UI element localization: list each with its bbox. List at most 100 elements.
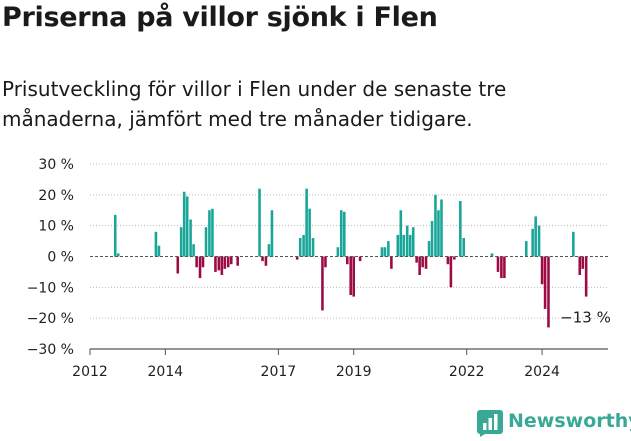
- bar: [201, 256, 205, 268]
- bar: [537, 225, 541, 257]
- bar: [462, 238, 466, 257]
- bar: [534, 216, 537, 257]
- bar: [387, 241, 390, 257]
- bar: [390, 256, 393, 269]
- bar: [540, 256, 544, 285]
- bar: [195, 256, 198, 268]
- bar: [211, 208, 214, 257]
- bar: [214, 256, 217, 272]
- bar: [157, 245, 161, 257]
- bar: [402, 234, 406, 257]
- axes: [89, 256, 608, 355]
- bar: [308, 208, 311, 257]
- bar: [229, 256, 233, 265]
- bar: [572, 231, 575, 257]
- bar: [236, 256, 239, 266]
- bar: [405, 225, 409, 257]
- chart-title: Priserna på villor sjönk i Flen: [2, 2, 438, 33]
- bar: [267, 244, 271, 257]
- bar: [311, 238, 315, 257]
- bar: [383, 247, 387, 257]
- bar: [270, 210, 274, 257]
- bar: [192, 244, 195, 257]
- bar: [208, 210, 211, 257]
- bar: [449, 256, 453, 288]
- bar: [434, 194, 437, 257]
- x-tick-label: 2019: [336, 364, 372, 380]
- bar: [581, 256, 585, 269]
- bar: [321, 256, 324, 311]
- bar-chart-logo-icon: [477, 410, 503, 437]
- bar: [352, 256, 355, 297]
- bar: [399, 210, 403, 257]
- bar: [490, 253, 494, 257]
- bar: [336, 247, 340, 257]
- x-tick-label: 2012: [72, 364, 108, 380]
- bar: [496, 256, 500, 272]
- bar: [380, 247, 384, 257]
- bar: [418, 256, 421, 275]
- bar: [584, 256, 588, 297]
- chart-subtitle: Prisutveckling för villor i Flen under d…: [2, 77, 507, 131]
- bar: [217, 256, 221, 271]
- bar: [427, 241, 431, 257]
- bars: [113, 188, 588, 328]
- bar: [440, 199, 443, 257]
- bar: [176, 256, 180, 274]
- bar: [264, 256, 268, 266]
- bar: [411, 227, 415, 257]
- bar: [453, 256, 456, 260]
- end-value-label: −13 %: [560, 309, 611, 327]
- bar: [547, 256, 550, 328]
- bar: [500, 256, 503, 279]
- bar: [189, 219, 192, 257]
- bar: [261, 256, 264, 262]
- x-tick-label: 2024: [524, 364, 560, 380]
- bar: [437, 210, 440, 257]
- y-tick-label: −10 %: [27, 280, 74, 296]
- y-tick-label: 10 %: [38, 219, 74, 235]
- bar: [116, 253, 120, 257]
- bar: [220, 256, 224, 275]
- bar: [524, 241, 528, 257]
- bar: [346, 256, 349, 265]
- bar: [185, 196, 189, 257]
- bar: [408, 234, 412, 257]
- x-tick-label: 2017: [261, 364, 297, 380]
- y-tick-label: 30 %: [38, 157, 74, 173]
- bar: [258, 188, 261, 257]
- bar: [295, 256, 299, 260]
- bar: [182, 191, 186, 257]
- y-tick-label: 20 %: [38, 188, 74, 204]
- bar: [415, 256, 418, 263]
- bar: [223, 256, 227, 269]
- bar: [349, 256, 352, 296]
- bar: [396, 234, 400, 257]
- bar: [459, 201, 462, 257]
- bar: [324, 256, 327, 268]
- bar: [302, 234, 305, 257]
- bar: [154, 231, 158, 257]
- bar: [358, 256, 362, 262]
- x-tick-label: 2014: [148, 364, 184, 380]
- bar: [430, 221, 434, 257]
- bar: [298, 238, 302, 257]
- bar: [226, 256, 230, 268]
- bar: [543, 256, 547, 309]
- x-tick-label: 2022: [449, 364, 485, 380]
- bar: [305, 188, 308, 257]
- labels: 30 % 20 % 10 % 0 % −10 % −20 % −30 % 2012 2014 20…: [27, 157, 611, 380]
- brand-name: Newsworthy: [508, 410, 631, 432]
- bar: [113, 214, 117, 257]
- y-tick-label: 0 %: [47, 250, 74, 266]
- y-tick-label: −30 %: [27, 342, 74, 358]
- bar: [339, 210, 343, 257]
- newsworthy-logo: Newsworthy: [476, 409, 631, 437]
- bar: [198, 256, 202, 279]
- bar: [424, 256, 428, 269]
- bar: [503, 256, 506, 279]
- y-tick-label: −20 %: [27, 311, 74, 327]
- bar: [179, 227, 183, 257]
- bar: [578, 256, 582, 275]
